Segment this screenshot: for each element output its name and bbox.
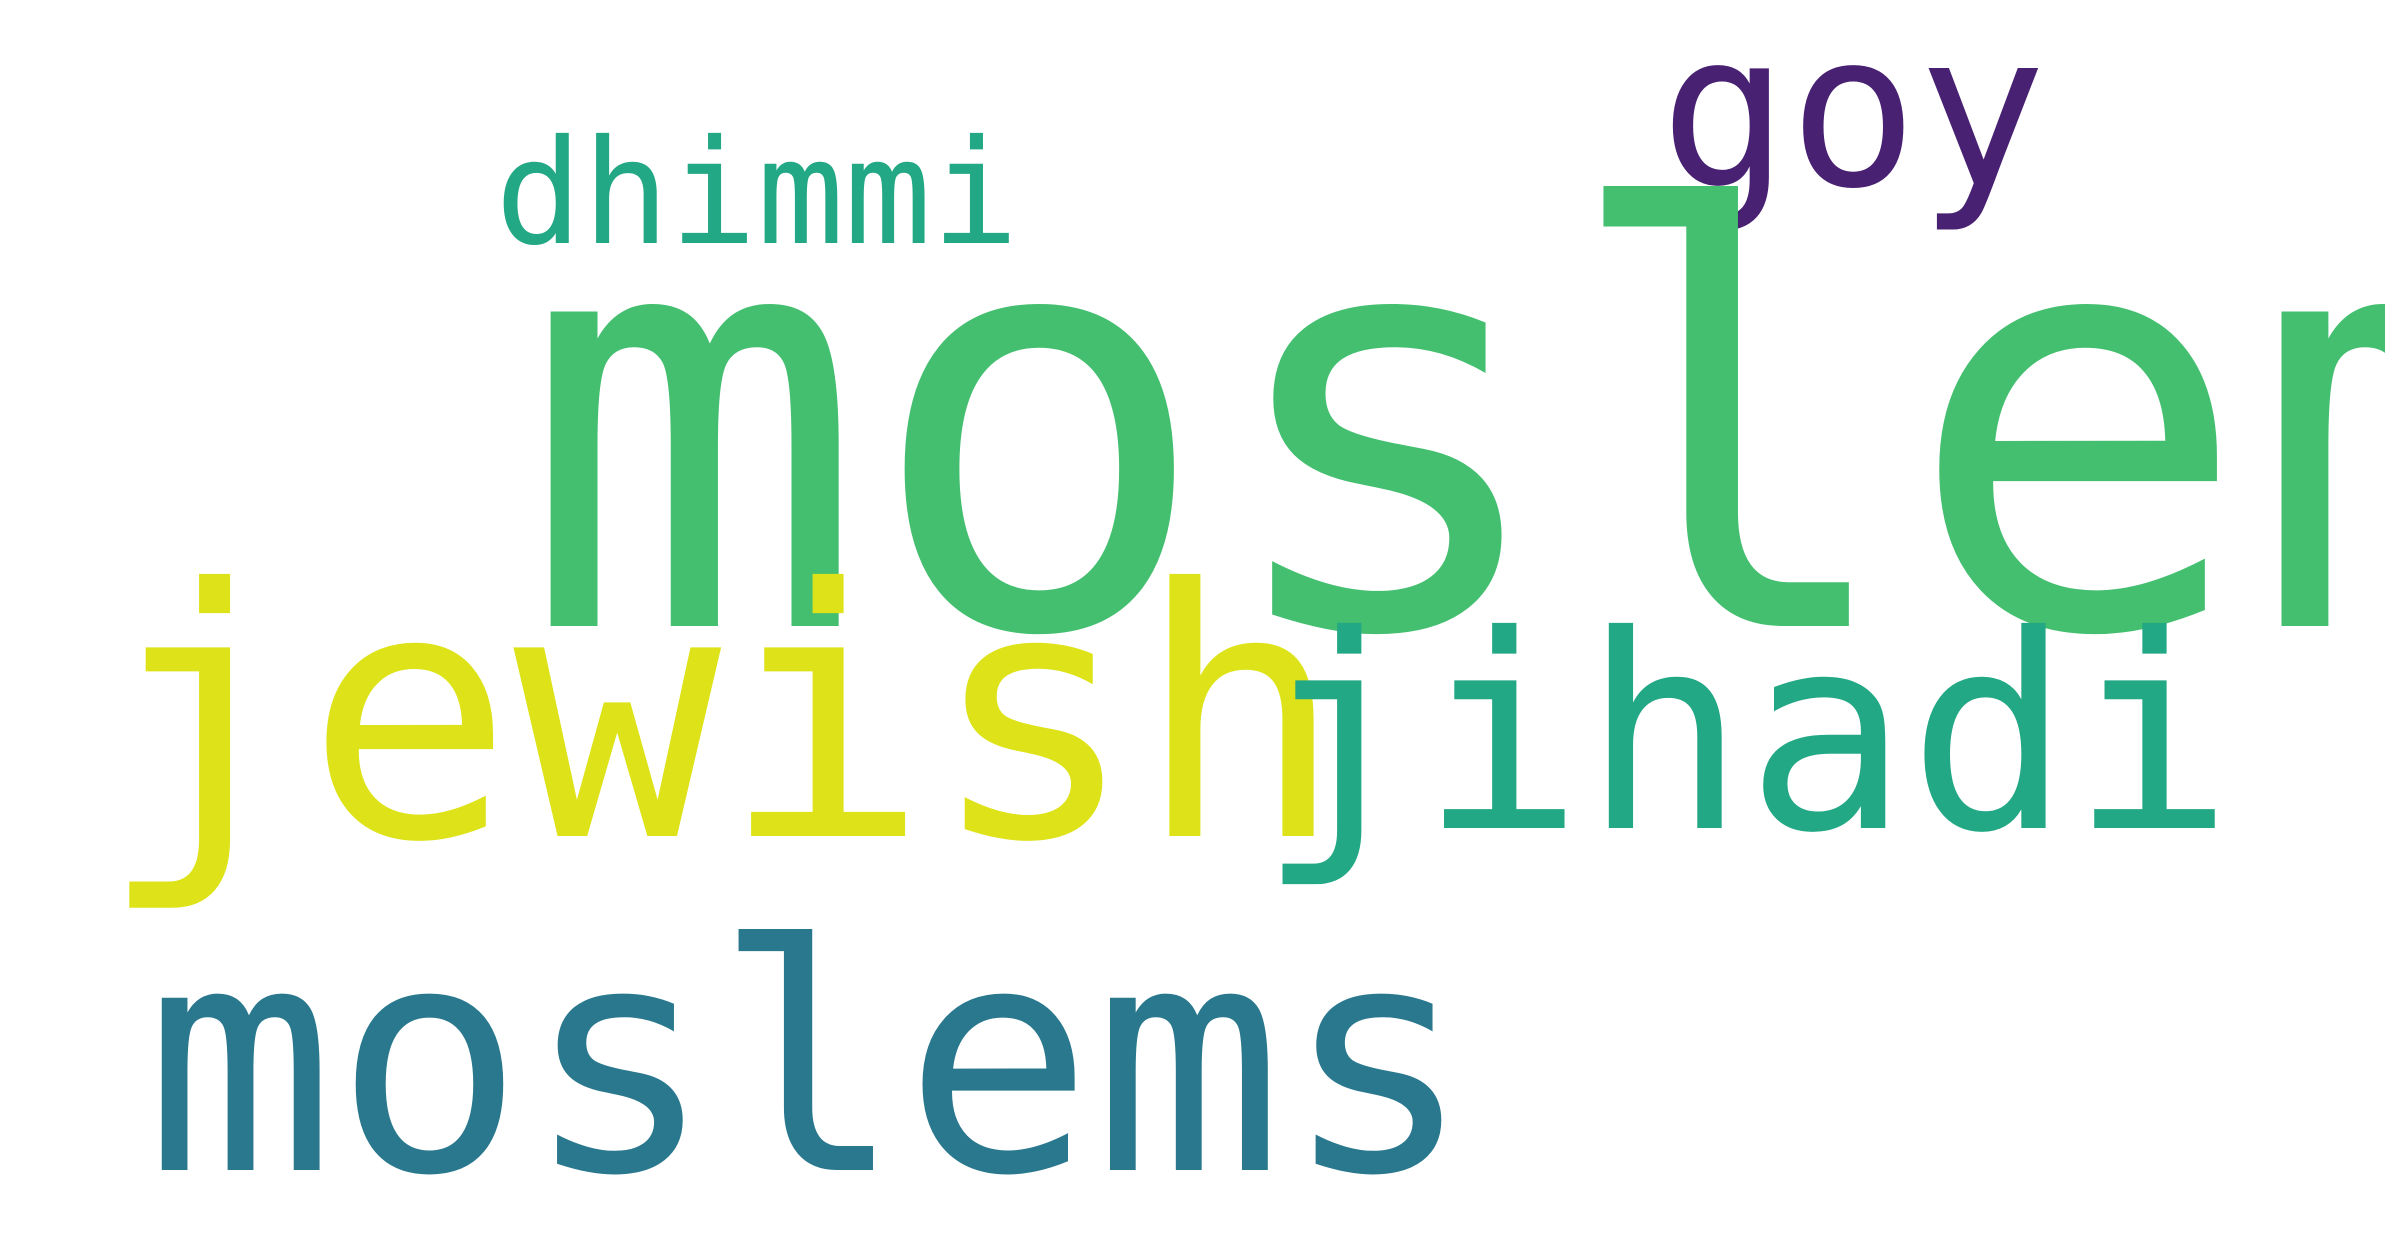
word-moslem: moslem (520, 92, 2385, 762)
word-jihadi: jihadi (1258, 577, 2234, 892)
word-jewish: jewish (98, 517, 1345, 918)
word-goy: goy (1660, 0, 2047, 236)
word-dhimmi: dhimmi (495, 109, 1019, 278)
word-moslems: moslems (145, 879, 1473, 1245)
